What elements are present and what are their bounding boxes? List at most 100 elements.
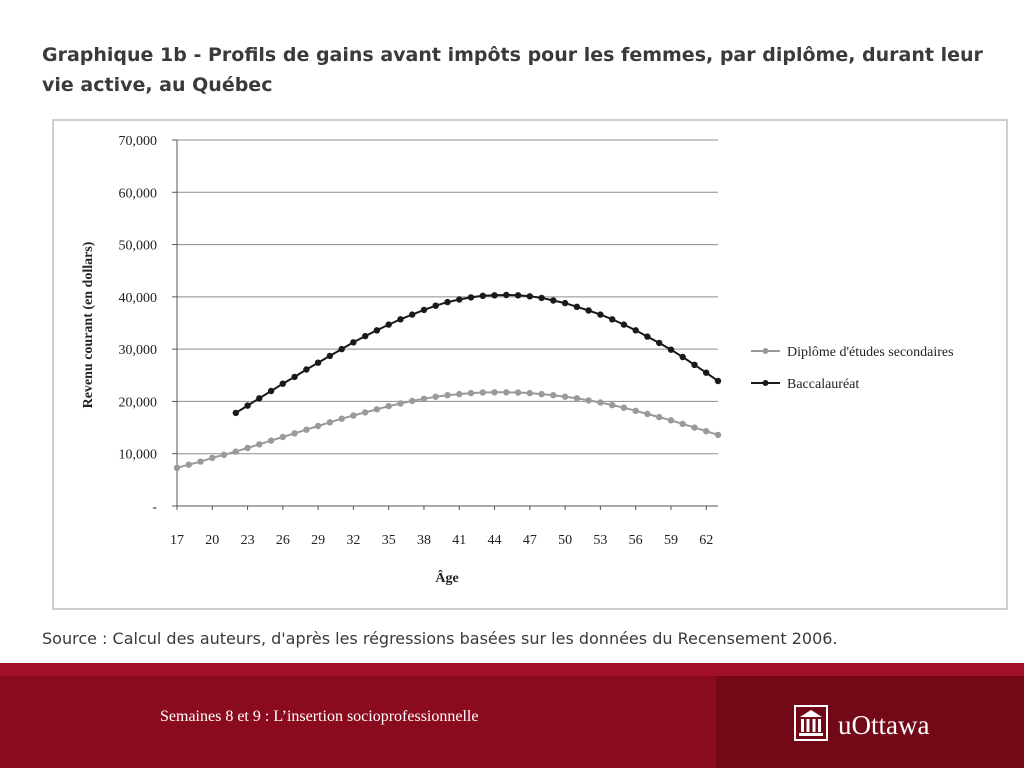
data-point — [244, 444, 251, 452]
data-point — [656, 413, 663, 421]
data-point — [620, 321, 628, 328]
y-tick-label: - — [152, 500, 157, 515]
x-tick-label: 59 — [664, 533, 678, 548]
legend: Diplôme d'études secondaires Baccalauréat — [751, 345, 954, 392]
legend-item: Diplôme d'études secondaires — [751, 345, 954, 360]
data-point — [267, 437, 275, 444]
x-axis-label: Âge — [435, 569, 458, 586]
data-point — [632, 327, 639, 334]
data-point — [597, 399, 604, 406]
data-point — [456, 390, 463, 398]
x-tick-label: 47 — [523, 533, 537, 548]
x-tick-label: 32 — [346, 533, 360, 548]
data-point — [479, 292, 486, 299]
series — [173, 291, 722, 471]
data-point — [503, 389, 510, 396]
y-tick-labels: - 10,000 20,000 30,000 40,000 50,000 60,000 70,… — [119, 134, 158, 515]
data-point — [350, 339, 357, 346]
data-point — [632, 407, 639, 414]
data-point — [656, 339, 663, 347]
data-point — [467, 389, 475, 397]
data-point — [691, 424, 698, 431]
data-point — [362, 409, 369, 416]
data-point — [373, 406, 381, 413]
y-tick-label: 30,000 — [119, 343, 158, 358]
data-point — [573, 303, 581, 310]
x-tick-label: 17 — [170, 533, 184, 548]
data-point — [338, 415, 345, 422]
footer-accent-strip — [0, 663, 1024, 676]
data-point — [703, 428, 710, 435]
x-tick-label: 26 — [276, 533, 290, 548]
y-axis-label: Revenu courant (en dollars) — [81, 241, 96, 408]
x-tick-label: 29 — [311, 533, 325, 548]
data-point — [585, 307, 592, 314]
x-tick-label: 50 — [558, 533, 572, 548]
x-tick-labels: 17 20 23 26 29 32 35 38 41 44 47 50 53 56 59 62 — [170, 533, 713, 548]
legend-marker — [762, 380, 769, 386]
data-point — [209, 454, 216, 462]
data-point — [714, 377, 722, 385]
data-point — [561, 299, 569, 307]
data-point — [550, 392, 557, 399]
x-tick-label: 56 — [629, 533, 643, 548]
data-point — [420, 306, 428, 314]
data-point — [303, 426, 310, 433]
data-point — [397, 400, 404, 407]
x-tick-label: 41 — [452, 533, 466, 548]
data-point — [644, 410, 651, 418]
data-point — [526, 293, 533, 300]
x-tick-label: 23 — [241, 533, 255, 548]
data-point — [667, 346, 675, 353]
data-point — [456, 296, 463, 303]
footer-course-title: Semaines 8 et 9 : L’insertion socioprofe… — [160, 708, 479, 725]
data-point — [385, 321, 392, 328]
data-point — [385, 402, 392, 410]
x-tick-label: 20 — [205, 533, 219, 548]
y-tick-label: 10,000 — [119, 448, 158, 463]
y-tick-label: 60,000 — [119, 186, 158, 201]
axes — [172, 139, 718, 510]
data-point — [256, 395, 263, 402]
data-point — [291, 373, 298, 381]
y-tick-label: 70,000 — [119, 134, 158, 149]
x-tick-label: 35 — [382, 533, 396, 548]
data-point — [420, 395, 428, 402]
data-point — [679, 353, 686, 361]
data-point — [703, 369, 710, 376]
data-point — [244, 402, 251, 409]
y-tick-label: 40,000 — [119, 291, 158, 306]
data-point — [373, 327, 381, 334]
y-tick-label: 50,000 — [119, 239, 158, 254]
data-point — [409, 397, 416, 405]
data-point — [444, 392, 451, 399]
series-line — [235, 294, 719, 414]
data-point — [609, 401, 616, 409]
data-point — [514, 292, 522, 299]
data-point — [279, 433, 286, 441]
series-baccalaureat — [232, 291, 722, 417]
logo-text: uOttawa — [838, 710, 930, 740]
data-point — [491, 292, 498, 299]
legend-item: Baccalauréat — [751, 377, 859, 392]
data-point — [291, 430, 298, 437]
x-tick-label: 44 — [488, 533, 502, 548]
y-tick-label: 20,000 — [119, 395, 158, 410]
data-point — [561, 393, 569, 400]
data-point — [609, 316, 616, 323]
data-point — [197, 458, 204, 465]
data-point — [679, 420, 686, 428]
data-point — [597, 311, 604, 318]
data-point — [432, 302, 439, 309]
data-point — [467, 294, 475, 301]
data-point — [314, 359, 322, 366]
data-point — [303, 366, 310, 373]
x-tick-label: 53 — [593, 533, 607, 548]
data-point — [573, 395, 581, 402]
data-point — [491, 389, 498, 396]
data-point — [338, 345, 345, 353]
legend-label: Diplôme d'études secondaires — [787, 345, 954, 360]
series-line — [176, 391, 719, 469]
data-point — [279, 380, 286, 387]
